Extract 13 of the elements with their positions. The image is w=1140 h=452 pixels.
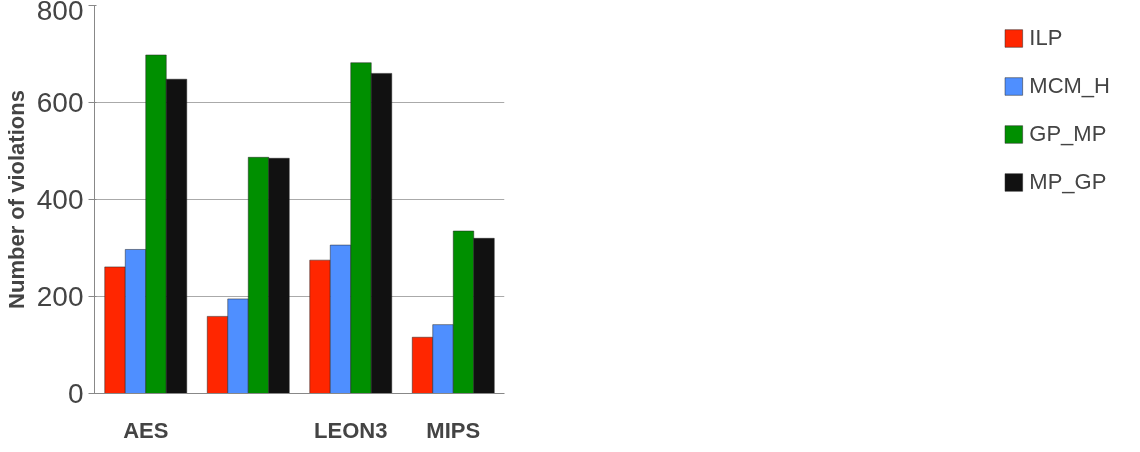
y-tick-label: 400: [36, 184, 84, 215]
y-tick-label: 600: [36, 87, 84, 118]
x-tick-label: LEON3: [314, 417, 388, 443]
y-tick-label: 200: [36, 281, 84, 312]
legend-label: MP_GP: [1029, 169, 1107, 195]
legend-label: MCM_H: [1029, 73, 1110, 99]
x-tick-label: AES: [123, 417, 169, 443]
legend-label: ILP: [1029, 25, 1063, 51]
legend-label: GP_MP: [1029, 121, 1107, 147]
y-axis-title: Number of violations: [3, 90, 29, 309]
x-tick-label: MIPS: [426, 417, 481, 443]
y-tick-label: 0: [67, 378, 84, 409]
y-tick-label: 800: [36, 0, 84, 26]
